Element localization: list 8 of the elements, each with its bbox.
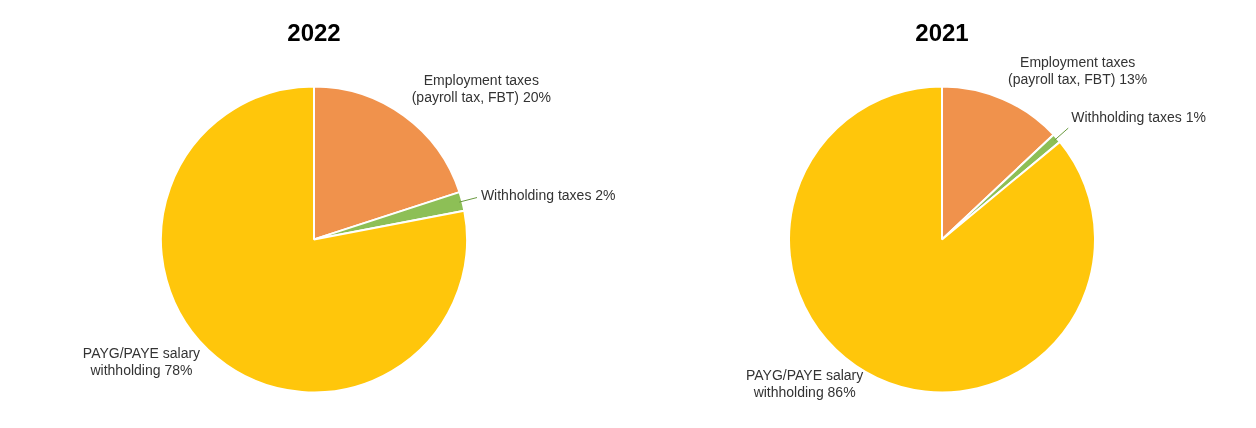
- chart-title: 2022: [287, 19, 341, 47]
- slice-label: Withholding taxes 2%: [480, 186, 616, 203]
- slice-label: Employment taxes (payroll tax, FBT) 20%: [411, 72, 551, 106]
- slice-label: Employment taxes (payroll tax, FBT) 13%: [1008, 54, 1148, 88]
- slice-label: PAYG/PAYE salary withholding 86%: [746, 367, 864, 400]
- chart-title: 2021: [915, 19, 969, 47]
- slice-label: Withholding taxes 1%: [1071, 108, 1206, 125]
- slice-label: PAYG/PAYE salary withholding 78%: [82, 345, 201, 379]
